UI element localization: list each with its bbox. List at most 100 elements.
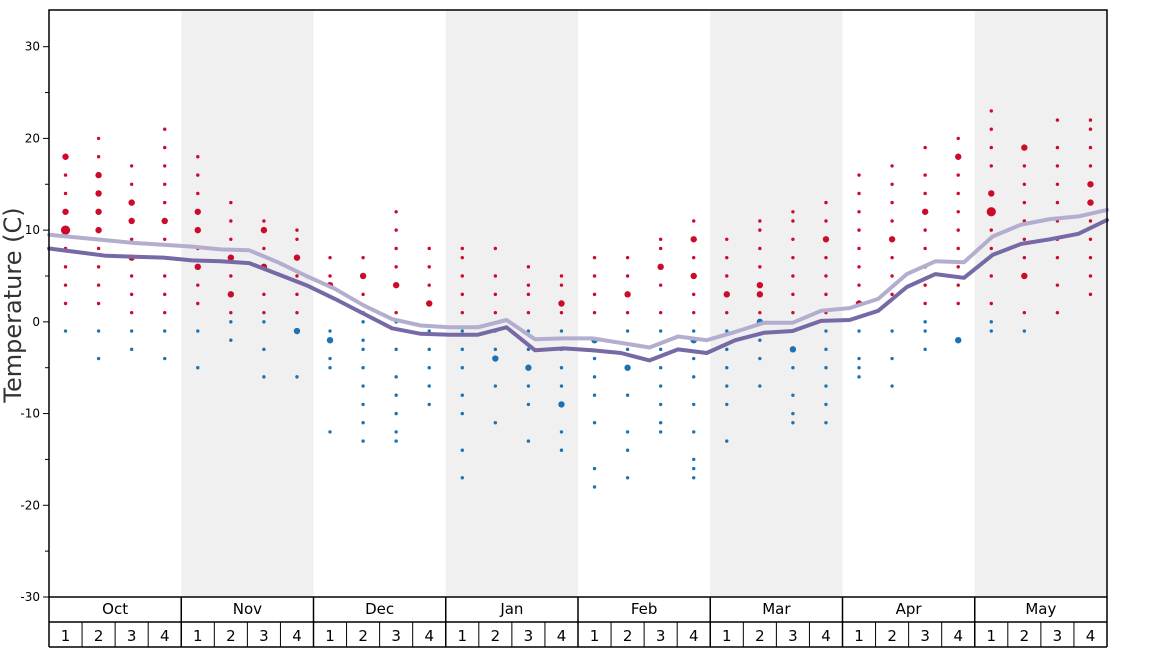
cold-point [526, 347, 531, 352]
warm-point [923, 246, 927, 251]
cold-point [328, 366, 332, 370]
warm-point [95, 190, 102, 197]
cold-point [624, 364, 631, 371]
warm-point [956, 191, 960, 196]
warm-point [956, 210, 960, 214]
warm-point [824, 219, 828, 223]
warm-point [427, 265, 431, 269]
cold-point [857, 375, 861, 379]
warm-point [1088, 255, 1093, 260]
warm-point [956, 301, 960, 306]
cold-point [129, 347, 134, 352]
cold-point [63, 329, 68, 333]
warm-point [1022, 237, 1027, 241]
cold-point [361, 366, 365, 370]
week-label: 1 [722, 627, 732, 645]
cold-point [460, 476, 464, 480]
warm-point [359, 272, 367, 280]
warm-point [690, 236, 697, 243]
cold-point [692, 375, 696, 379]
warm-point [1055, 182, 1060, 186]
week-label: 1 [987, 627, 997, 645]
cold-point [394, 439, 398, 443]
cold-point [658, 347, 663, 352]
cold-point [890, 356, 894, 361]
warm-point [63, 191, 68, 196]
warm-point [196, 173, 200, 177]
warm-point [989, 246, 993, 251]
cold-point [725, 347, 729, 352]
cold-point [262, 347, 266, 352]
warm-point [163, 145, 167, 150]
warm-point [426, 300, 433, 307]
week-label: 1 [193, 627, 203, 645]
week-label: 3 [788, 627, 798, 645]
cold-point [625, 430, 630, 434]
warm-point [460, 246, 464, 251]
month-week-axis: Oct 1 2 3 4 Nov 1 2 3 4 Dec 1 2 3 4 Jan 1 2 3 4 Feb 1 2 3 4 Mar 1 2… [48, 597, 1108, 648]
warm-point [295, 310, 299, 315]
warm-point [725, 274, 729, 278]
warm-point [1055, 200, 1060, 205]
warm-point [989, 228, 993, 232]
warm-point [791, 292, 795, 297]
warm-point [196, 283, 200, 287]
warm-point [989, 274, 993, 278]
warm-point [460, 310, 464, 315]
warm-point [262, 246, 266, 251]
warm-point [262, 292, 266, 297]
warm-point [1022, 310, 1027, 315]
warm-point [262, 219, 266, 223]
month-band-jan [445, 10, 578, 597]
warm-point [62, 153, 69, 160]
warm-point [63, 265, 68, 269]
week-label: 3 [524, 627, 534, 645]
warm-point [129, 237, 134, 241]
month-label-nov: Nov [233, 600, 262, 618]
cold-point [558, 401, 565, 408]
warm-point [96, 301, 101, 306]
cold-point [361, 347, 365, 352]
warm-point [196, 191, 200, 196]
cold-point [692, 430, 696, 434]
warm-point [625, 255, 630, 260]
warm-point [526, 265, 531, 269]
warm-point [725, 310, 729, 315]
cold-point [526, 439, 531, 443]
max-temperature-line [47, 207, 1109, 350]
warm-point [96, 136, 101, 141]
cold-point [758, 338, 762, 342]
cold-point [361, 384, 365, 388]
cold-point [328, 356, 332, 361]
warm-point [526, 292, 531, 297]
week-label: 3 [127, 627, 137, 645]
cold-point [460, 347, 464, 352]
cold-point [824, 402, 828, 407]
y-tick-label: 10 [25, 223, 40, 237]
cold-point [824, 421, 828, 425]
cold-point [559, 329, 564, 333]
cold-point [394, 430, 398, 434]
cold-point [692, 466, 696, 471]
week-label: 2 [358, 627, 368, 645]
week-label: 2 [755, 627, 765, 645]
warm-point [592, 292, 597, 297]
warm-point [63, 173, 68, 177]
warm-point [857, 173, 861, 177]
warm-point [128, 199, 135, 206]
warm-point [1088, 219, 1093, 223]
warm-point [129, 292, 134, 297]
warm-point [1088, 127, 1093, 131]
warm-point [822, 236, 830, 243]
cold-point [725, 384, 729, 388]
week-label: 4 [1086, 627, 1096, 645]
cold-point [326, 336, 334, 344]
warm-point [295, 274, 299, 278]
warm-point [956, 265, 960, 269]
warm-point [129, 310, 134, 315]
warm-point [163, 164, 167, 168]
warm-point [1088, 274, 1093, 278]
warm-point [758, 265, 762, 269]
warm-point [163, 310, 167, 315]
warm-point [1022, 182, 1027, 186]
